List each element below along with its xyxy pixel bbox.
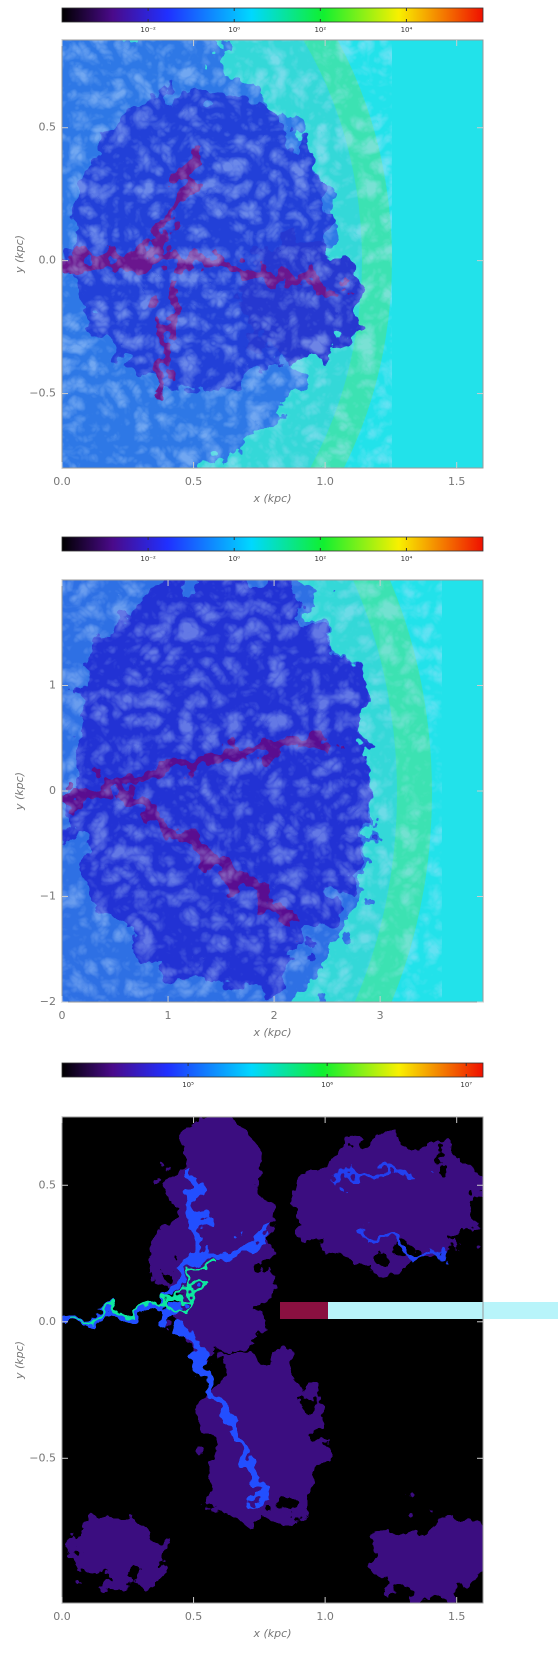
x-tick-label: 0.0 [53, 475, 71, 488]
temperature-map [69, 1263, 212, 1324]
x-tick-label: 2 [271, 1009, 278, 1022]
colorbar-tick-label: 10⁷ [460, 1081, 472, 1089]
x-tick-label: 0 [59, 1009, 66, 1022]
x-axis-label: x (kpc) [253, 1026, 292, 1039]
temperature-map [62, 1167, 451, 1502]
colorbar-tick-label: 10⁰ [228, 555, 240, 563]
y-tick-label: 0 [49, 784, 56, 797]
colorbar-bar [61, 1062, 484, 1078]
x-tick-label: 3 [377, 1009, 384, 1022]
image-artifact [280, 1302, 328, 1319]
y-tick-label: −2 [40, 995, 56, 1008]
temperature-map [70, 1120, 483, 1600]
colorbar-tick-label: 10⁴ [401, 26, 413, 34]
colorbar-tick-label: 10⁻² [140, 555, 156, 563]
colorbar: 10⁵ 10⁶ 10⁷ [61, 1062, 484, 1089]
y-tick-label: −0.5 [29, 1451, 56, 1464]
colorbar-tick-label: 10⁰ [228, 26, 240, 34]
y-tick-label: 0.5 [39, 1178, 57, 1191]
colorbar-tick-label: 10² [314, 26, 326, 34]
plot-frame [61, 1116, 484, 1604]
colorbar-tick-label: 10⁵ [182, 1081, 194, 1089]
temperature-map [62, 1169, 272, 1502]
colorbar-bar [61, 7, 484, 23]
y-tick-label: −1 [40, 890, 56, 903]
temperature-map [329, 1167, 451, 1263]
density-map [62, 580, 442, 1002]
x-tick-label: 1.0 [316, 475, 334, 488]
colorbar-tick-label: 10⁶ [321, 1081, 333, 1089]
plot-frame [61, 39, 484, 469]
colorbar-tick-label: 10² [314, 555, 326, 563]
temperature-map [70, 1520, 170, 1580]
y-axis-label: y (kpc) [13, 235, 26, 274]
density-map [62, 40, 392, 468]
x-tick-label: 0.5 [185, 475, 203, 488]
colorbar-bar [61, 536, 484, 552]
x-tick-label: 0.5 [185, 1610, 203, 1623]
y-tick-label: 1 [49, 679, 56, 692]
colorbar: 10⁻² 10⁰ 10² 10⁴ [61, 7, 484, 34]
x-tick-label: 1.5 [448, 1610, 466, 1623]
colorbar-tick-label: 10⁴ [401, 555, 413, 563]
density-map [62, 580, 483, 1002]
x-tick-label: 1.5 [448, 475, 466, 488]
y-axis-label: y (kpc) [13, 772, 26, 811]
x-tick-label: 1 [165, 1009, 172, 1022]
density-map [62, 40, 483, 468]
x-tick-label: 0.0 [53, 1610, 71, 1623]
x-tick-label: 1.0 [316, 1610, 334, 1623]
temperature-map [370, 1520, 483, 1600]
image-artifact [280, 1302, 558, 1319]
y-tick-label: 0.0 [39, 1315, 57, 1328]
image-artifact [280, 1302, 558, 1319]
x-axis-label: x (kpc) [253, 492, 292, 505]
temperature-map [200, 1350, 320, 1530]
x-axis-label: x (kpc) [253, 1627, 292, 1640]
y-tick-label: 0.5 [39, 121, 57, 134]
temperature-map [62, 1117, 483, 1603]
y-tick-label: 0.0 [39, 254, 57, 267]
colorbar: 10⁻² 10⁰ 10² 10⁴ [61, 536, 484, 563]
colorbar-tick-label: 10⁻² [140, 26, 156, 34]
temperature-map [295, 1140, 483, 1260]
y-tick-label: −0.5 [29, 387, 56, 400]
y-axis-label: y (kpc) [13, 1341, 26, 1380]
